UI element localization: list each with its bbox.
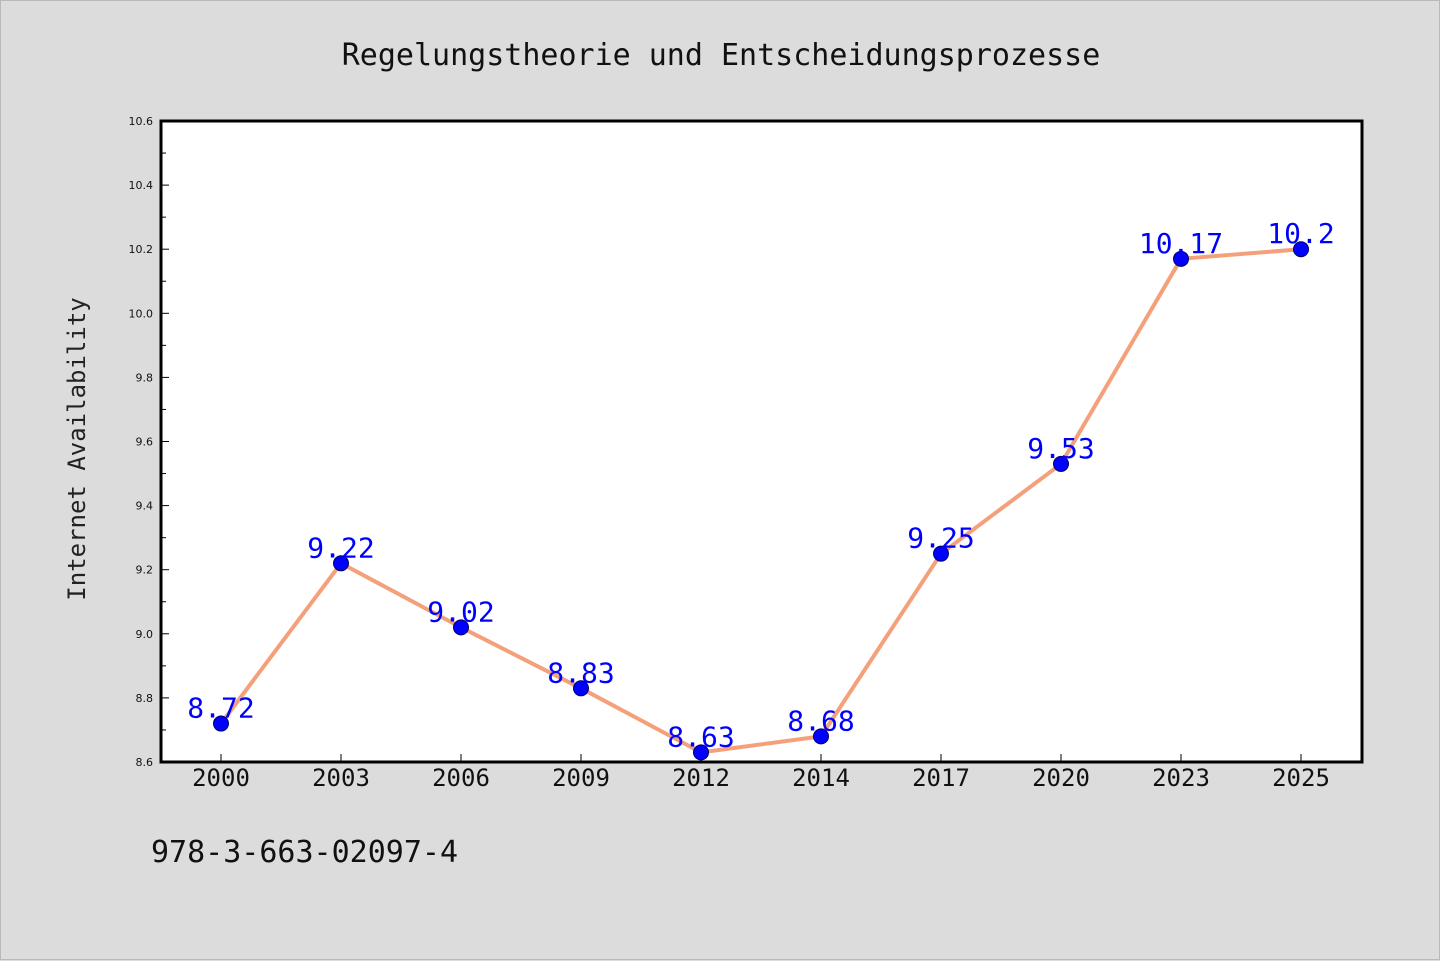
x-tick-label: 2006 [432, 764, 490, 792]
y-tick-label: 8.8 [136, 692, 154, 705]
y-axis: 8.6 8.8 9.0 9.2 9.4 9.6 9.8 10.0 10.2 10.4 10.6 [129, 115, 169, 769]
plot-area [159, 119, 1364, 764]
y-tick-label: 9.2 [136, 564, 154, 577]
data-point [1173, 250, 1189, 267]
data-label: 9.25 [907, 522, 974, 555]
y-axis-label: Internet Availability [63, 297, 91, 600]
data-label: 9.53 [1027, 432, 1094, 465]
series-line [219, 247, 1302, 755]
x-tick-label: 2023 [1152, 764, 1210, 792]
y-tick-label: 9.8 [136, 371, 154, 384]
y-tick-label: 9.0 [136, 628, 154, 641]
footer-isbn: 978-3-663-02097-4 [151, 835, 459, 870]
x-tick-label: 2003 [312, 764, 370, 792]
y-tick-label: 10.0 [129, 307, 154, 320]
data-label: 8.83 [547, 656, 614, 689]
data-point [933, 545, 949, 562]
data-label: 10.2 [1267, 217, 1334, 250]
data-point [213, 715, 229, 732]
y-tick-label: 9.6 [136, 436, 154, 449]
data-label: 8.68 [787, 704, 854, 737]
x-tick-label: 2020 [1032, 764, 1090, 792]
y-tick-label: 10.6 [129, 115, 154, 128]
data-point [693, 744, 709, 761]
y-tick-label: 10.4 [129, 179, 154, 192]
x-tick-label: 2009 [552, 764, 610, 792]
y-tick-label: 10.2 [129, 243, 154, 256]
data-point [453, 619, 469, 636]
x-tick-label: 2025 [1272, 764, 1330, 792]
data-label: 8.63 [667, 720, 734, 753]
x-axis: 2000 2003 2006 2009 2012 2014 2017 2020 2023 2025 [192, 754, 1330, 792]
data-point [1293, 241, 1309, 258]
data-point [333, 555, 349, 572]
y-tick-label: 8.6 [136, 756, 154, 769]
data-point [1053, 455, 1069, 472]
data-label: 8.72 [187, 692, 254, 725]
data-label: 10.17 [1139, 227, 1223, 260]
x-tick-label: 2000 [192, 764, 250, 792]
data-point [573, 680, 589, 697]
series-layer: 8.72 9.22 9.02 8.83 8.63 8.68 9.25 9.53 10.17 10.… [187, 217, 1335, 761]
x-tick-label: 2014 [792, 764, 850, 792]
data-label: 9.22 [307, 531, 374, 564]
data-label: 9.02 [427, 595, 494, 628]
y-tick-label: 9.4 [136, 500, 154, 513]
x-tick-label: 2017 [912, 764, 970, 792]
chart-title: Regelungstheorie und Entscheidungsprozes… [342, 38, 1101, 73]
x-tick-label: 2012 [672, 764, 730, 792]
data-point [813, 728, 829, 745]
